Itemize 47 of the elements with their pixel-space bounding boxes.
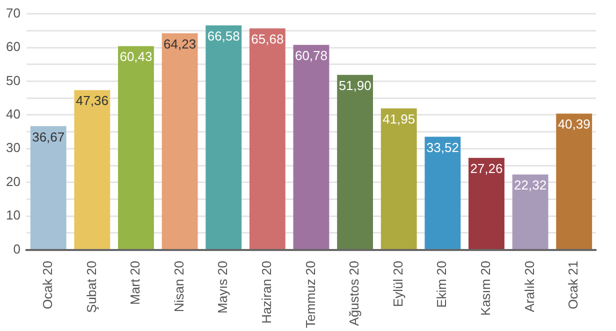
bar xyxy=(30,126,66,250)
x-tick-label: Ocak 20 xyxy=(40,260,55,310)
data-label: 41,95 xyxy=(382,111,416,126)
bar xyxy=(293,44,330,250)
bar xyxy=(556,114,592,250)
x-tick-label: Haziran 20 xyxy=(258,260,274,324)
bar xyxy=(424,136,461,250)
y-tick-label: 40 xyxy=(6,106,20,122)
x-tick-label: Ağustos 20 xyxy=(346,260,362,326)
data-label: 36,67 xyxy=(32,129,65,144)
data-label: 27,26 xyxy=(470,160,503,176)
data-label: 64,23 xyxy=(164,36,196,52)
bar xyxy=(380,108,417,250)
bar xyxy=(249,28,286,250)
data-label: 40,39 xyxy=(558,116,590,132)
bar xyxy=(74,90,110,250)
data-label: 60,78 xyxy=(294,48,328,63)
data-label: 33,52 xyxy=(426,140,459,155)
bar xyxy=(162,33,198,250)
bar xyxy=(468,158,504,250)
data-label: 65,68 xyxy=(251,31,284,46)
bar xyxy=(512,174,548,250)
x-tick-label: Şubat 20 xyxy=(84,260,99,313)
data-label: 22,32 xyxy=(514,178,547,193)
x-tick-label: Nisan 20 xyxy=(171,260,186,312)
x-tick-label: Kasım 20 xyxy=(478,260,494,316)
bar xyxy=(118,46,154,250)
bar xyxy=(206,25,242,250)
y-tick-label: 30 xyxy=(6,140,20,156)
x-tick-label: Aralık 20 xyxy=(522,260,537,312)
x-tick-label: Ocak 21 xyxy=(566,260,581,310)
data-label: 60,43 xyxy=(120,49,152,64)
data-label: 51,90 xyxy=(338,78,372,93)
x-tick-label: Mayıs 20 xyxy=(215,260,230,314)
y-tick-label: 20 xyxy=(6,174,20,189)
y-tick-label: 70 xyxy=(6,5,20,20)
x-tick-label: Temmuz 20 xyxy=(302,260,318,328)
x-tick-label: Ekim 20 xyxy=(434,260,450,308)
x-tick-label: Eylül 20 xyxy=(390,260,406,308)
y-tick-label: 50 xyxy=(6,72,20,88)
data-label: 47,36 xyxy=(76,93,108,108)
y-tick-label: 0 xyxy=(13,241,20,256)
data-label: 66,58 xyxy=(207,28,240,44)
x-tick-label: Mart 20 xyxy=(128,260,143,305)
y-tick-label: 60 xyxy=(6,39,20,54)
bar xyxy=(337,74,374,250)
y-tick-label: 10 xyxy=(6,208,20,223)
